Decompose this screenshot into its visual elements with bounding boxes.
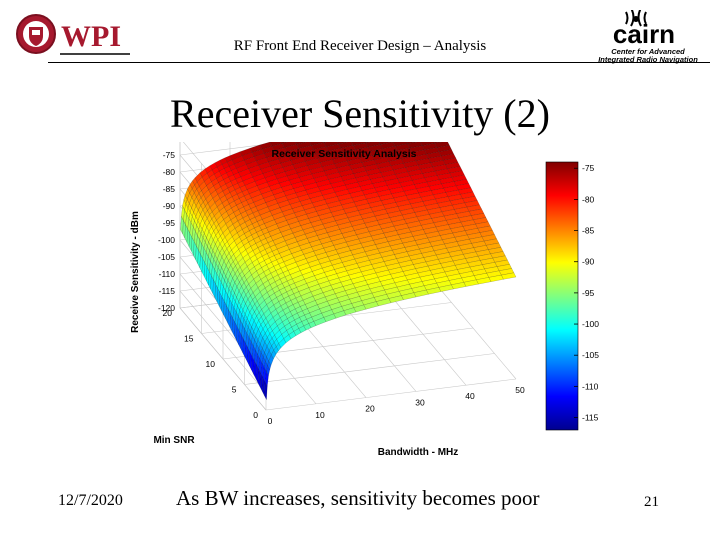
colorbar-tick-label: -110 [582, 381, 599, 391]
surface-patch [337, 142, 349, 145]
slide-caption: As BW increases, sensitivity becomes poo… [176, 486, 540, 510]
slide-title: Receiver Sensitivity (2) [170, 91, 550, 136]
surface-patch [281, 142, 298, 148]
surface-patch [365, 142, 381, 148]
y-tick-label: 0 [253, 410, 258, 420]
y-tick-label: 15 [184, 334, 194, 344]
surface-patch [486, 242, 502, 250]
y-tick-label: 20 [163, 308, 173, 318]
z-tick-label: -115 [159, 286, 176, 296]
z-tick-label: -110 [159, 269, 176, 279]
surface-patch [323, 142, 339, 148]
colorbar [545, 161, 579, 431]
chart-title: Receiver Sensitivity Analysis [272, 148, 417, 160]
cairn-logo-line2: Integrated Radio Navigation [598, 55, 698, 64]
header-divider [48, 62, 710, 63]
x-axis-label: Bandwidth - MHz [378, 447, 459, 458]
z-tick-label: -105 [158, 252, 175, 262]
z-tick-label: -80 [163, 167, 176, 177]
x-tick-label: 30 [415, 397, 425, 407]
surface-patch [296, 142, 312, 149]
y-tick-label: 5 [232, 385, 237, 395]
surface-patch [309, 142, 325, 146]
z-tick-label: -90 [163, 201, 176, 211]
surface-patch [494, 259, 510, 267]
surface-patch [351, 142, 367, 146]
z-axis-label: Receive Sensitivity - dBm [130, 211, 141, 333]
surface-patch [295, 142, 308, 145]
footer-date: 12/7/2020 [58, 492, 123, 509]
x-tick-label: 50 [515, 385, 525, 395]
surface-patch [473, 217, 489, 225]
z-tick-label: -85 [163, 184, 176, 194]
colorbar-tick-label: -90 [582, 257, 595, 267]
surface-patch [477, 225, 493, 233]
surface-patch [281, 142, 289, 144]
surface-patch [490, 251, 506, 259]
colorbar-tick-label: -115 [582, 413, 599, 423]
z-tick-label: -75 [163, 150, 176, 160]
page-number: 21 [644, 494, 659, 510]
surface-patch [338, 142, 354, 149]
surface-patch [365, 142, 372, 144]
antenna-icon [625, 10, 647, 27]
z-tick-label: -95 [163, 218, 176, 228]
colorbar-tick-label: -85 [582, 226, 595, 236]
surface-patch [468, 208, 485, 216]
colorbar-tick-label: -75 [582, 163, 595, 173]
z-tick-label: -100 [158, 235, 175, 245]
z-tick-label: -120 [158, 303, 175, 313]
cairn-logo: cairn Center for Advanced Integrated Rad… [598, 10, 698, 64]
surface-patch [498, 268, 515, 276]
cairn-logo-line1: Center for Advanced [611, 47, 685, 56]
surface-patch [323, 142, 328, 143]
sensitivity-surface-chart: -70 -75 -80 -85 -90 -95 -100 -105 -110 -115 -120 0 1… [130, 142, 599, 458]
wpi-logo: WPI [16, 14, 130, 55]
z-tick-label: -70 [163, 142, 176, 143]
colorbar-tick-label: -105 [582, 350, 599, 360]
surface-patch [481, 234, 497, 242]
y-tick-label: 10 [206, 359, 216, 369]
header-title: RF Front End Receiver Design – Analysis [233, 38, 487, 54]
x-tick-label: 0 [268, 416, 273, 426]
wpi-logo-text: WPI [61, 20, 121, 53]
colorbar-tick-label: -80 [582, 194, 595, 204]
x-tick-label: 40 [465, 391, 475, 401]
x-tick-label: 10 [315, 410, 325, 420]
colorbar-tick-label: -95 [582, 288, 595, 298]
surface-patch [433, 142, 443, 144]
x-tick-label: 20 [365, 404, 375, 414]
cairn-logo-text: cairn [613, 19, 675, 49]
surface-patch [501, 272, 517, 280]
colorbar-tick-label: -100 [582, 319, 599, 329]
y-axis-label: Min SNR [153, 435, 195, 446]
